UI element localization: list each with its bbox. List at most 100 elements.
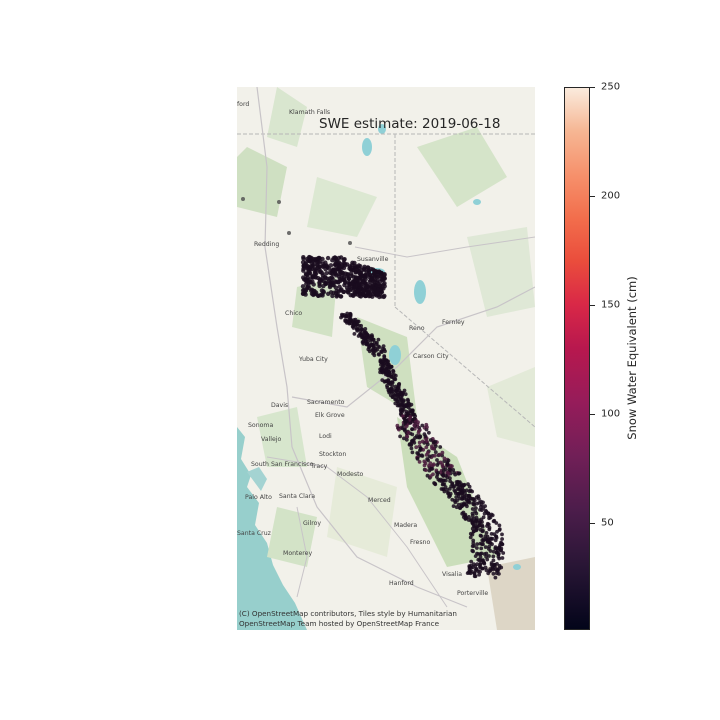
colorbar-tick-label: 50 [601, 517, 614, 529]
swe-point [440, 464, 445, 469]
swe-point [500, 532, 504, 537]
swe-point [493, 575, 498, 580]
swe-point [485, 524, 489, 528]
swe-point [325, 255, 331, 261]
swe-point [500, 556, 505, 560]
swe-point [477, 572, 481, 577]
swe-point [300, 284, 306, 289]
swe-point [364, 342, 369, 347]
swe-point [450, 464, 454, 469]
swe-point [376, 337, 381, 342]
swe-point [364, 284, 369, 289]
colorbar-title: Snow Water Equivalent (cm) [625, 276, 639, 440]
swe-point [328, 263, 334, 268]
swe-point [452, 488, 457, 493]
swe-point [419, 453, 424, 458]
swe-point [436, 471, 440, 475]
swe-point [403, 392, 408, 397]
swe-point [402, 427, 407, 432]
swe-point [334, 288, 339, 294]
swe-point [456, 487, 460, 492]
swe-point [410, 432, 415, 437]
ocean [237, 427, 307, 630]
swe-point [425, 473, 430, 478]
swe-point [418, 434, 422, 439]
swe-point [491, 558, 496, 563]
swe-point [333, 279, 338, 284]
swe-point [400, 401, 405, 406]
swe-point [360, 340, 365, 345]
swe-point [391, 368, 395, 373]
swe-point [485, 538, 490, 542]
swe-point [385, 359, 390, 364]
swe-point [339, 315, 343, 320]
place-redding: Redding [254, 241, 279, 248]
swe-point [357, 293, 362, 299]
place-lodi: Lodi [319, 433, 332, 440]
swe-point [494, 571, 499, 576]
swe-point [337, 265, 342, 271]
swe-point [496, 554, 501, 559]
swe-point [433, 439, 438, 444]
swe-point [485, 557, 490, 562]
swe-point [425, 442, 430, 447]
swe-point [470, 548, 475, 553]
swe-point [322, 274, 328, 280]
swe-point [471, 541, 476, 545]
place-modesto: Modesto [337, 471, 364, 478]
place-vallejo: Vallejo [261, 436, 282, 443]
swe-point [441, 474, 446, 478]
swe-point [414, 434, 419, 438]
swe-point [470, 513, 475, 518]
swe-point [465, 499, 470, 504]
swe-point [333, 271, 338, 276]
swe-point [497, 566, 501, 571]
swe-point [349, 321, 353, 326]
swe-point [468, 488, 473, 493]
swe-point [333, 285, 339, 290]
swe-point [460, 496, 465, 501]
swe-point [471, 497, 476, 501]
swe-point [454, 491, 458, 496]
swe-point [468, 535, 473, 540]
swe-point [329, 275, 334, 280]
swe-point [470, 507, 475, 511]
swe-point [427, 463, 431, 468]
swe-point [482, 560, 486, 565]
swe-point [418, 446, 423, 451]
swe-point [397, 382, 402, 386]
swe-point [402, 436, 406, 441]
swe-point [439, 479, 444, 484]
swe-point [490, 536, 495, 541]
swe-point [387, 389, 391, 393]
swe-point [489, 562, 494, 567]
swe-point [315, 265, 320, 271]
swe-point [438, 460, 443, 465]
swe-point [500, 537, 504, 541]
swe-point [379, 350, 384, 354]
swe-point [397, 427, 401, 432]
swe-point [395, 392, 399, 397]
swe-point [480, 542, 484, 546]
swe-point [497, 528, 502, 532]
swe-point [307, 258, 313, 264]
swe-point [423, 434, 428, 438]
swe-point [431, 462, 436, 467]
swe-point [316, 276, 321, 281]
swe-point [408, 415, 413, 419]
place-monterey: Monterey [283, 550, 312, 557]
place-sonoma: Sonoma [248, 422, 273, 429]
swe-point [302, 263, 307, 269]
swe-point [407, 402, 412, 406]
swe-point [303, 271, 309, 276]
swe-point [333, 262, 339, 267]
colorbar-tick-label: 250 [601, 81, 621, 93]
swe-point [474, 515, 479, 520]
swe-point [440, 482, 445, 487]
swe-point [349, 273, 354, 278]
basemap[interactable]: Klamath Falls Redding Susanville Chico R… [237, 87, 535, 630]
swe-point [337, 269, 343, 274]
swe-point [491, 571, 496, 576]
swe-point [499, 548, 503, 553]
swe-point [306, 279, 311, 284]
